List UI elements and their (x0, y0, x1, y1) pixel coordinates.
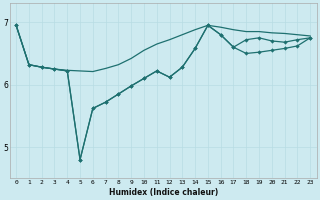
X-axis label: Humidex (Indice chaleur): Humidex (Indice chaleur) (108, 188, 218, 197)
